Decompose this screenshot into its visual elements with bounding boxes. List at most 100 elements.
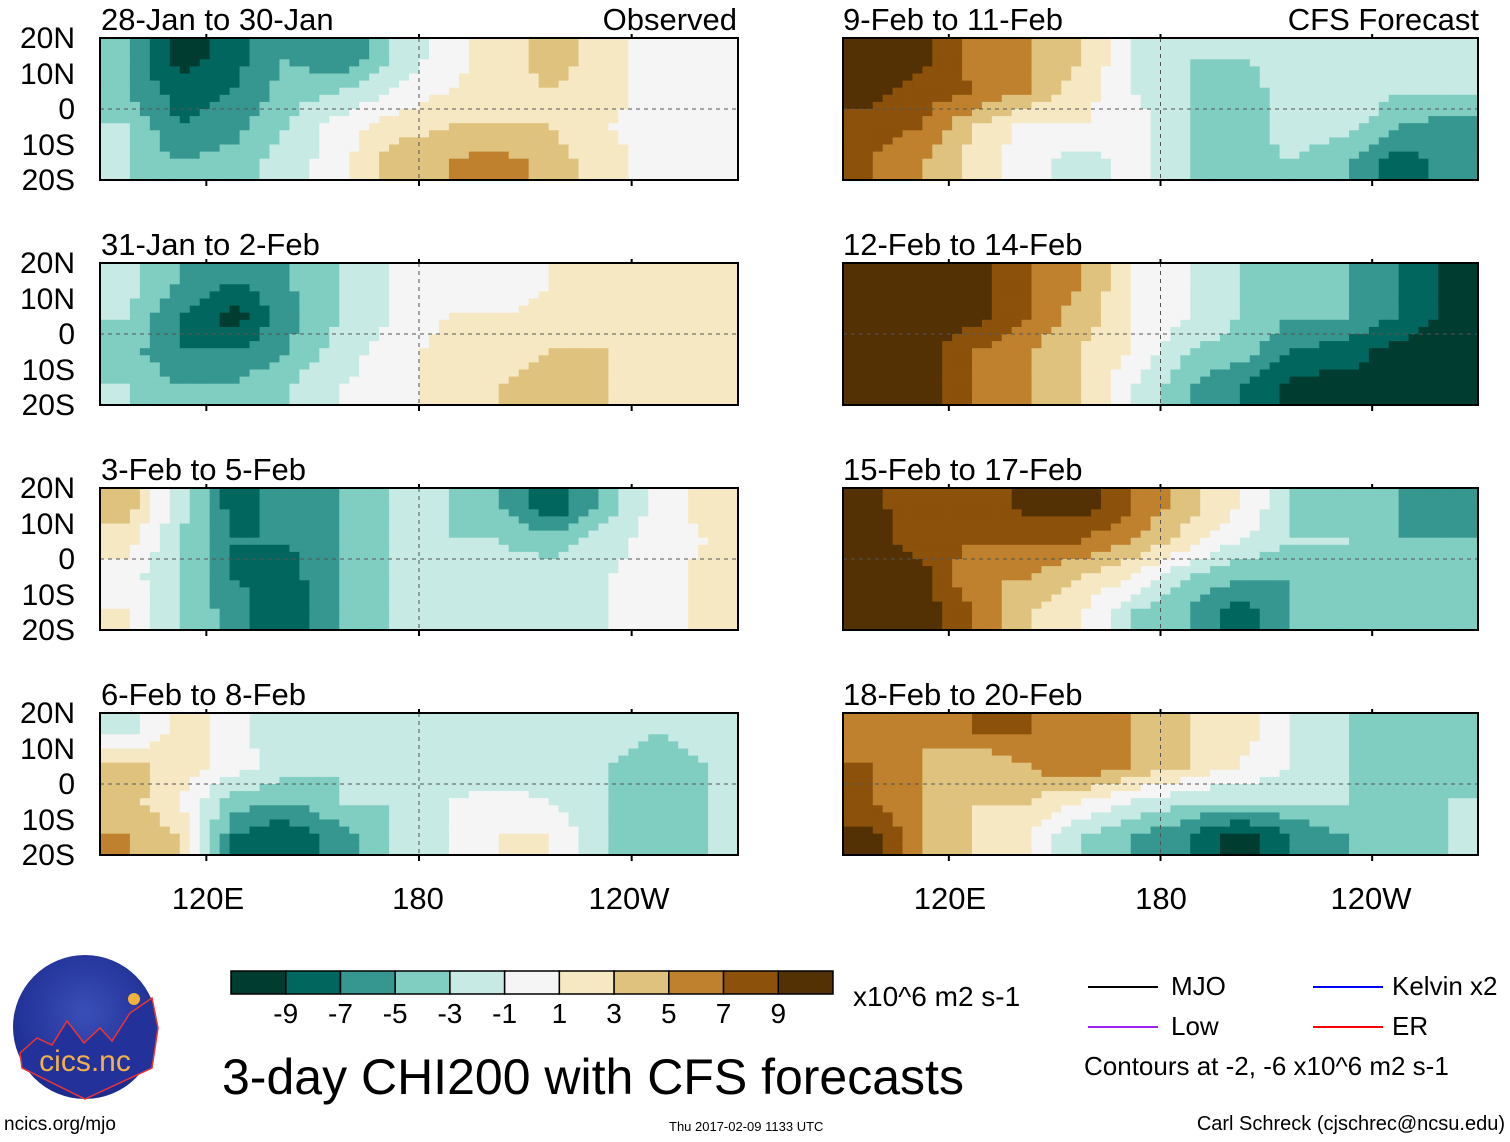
heatmap-cell [129, 52, 141, 60]
heatmap-cell [209, 495, 221, 503]
heatmap-cell [259, 80, 271, 89]
heatmap-cell [239, 172, 251, 181]
heatmap-cell [309, 390, 320, 399]
heatmap-cell [528, 805, 540, 813]
heatmap-cell [169, 580, 181, 588]
heatmap-cell [728, 284, 739, 292]
heatmap-cell [199, 727, 211, 735]
heatmap-cell [289, 741, 300, 750]
heatmap-cell [608, 123, 619, 131]
heatmap-cell [698, 73, 709, 82]
heatmap-cell [558, 369, 570, 378]
heatmap-cell [698, 587, 709, 596]
heatmap-cell [558, 87, 570, 96]
heatmap-cell [239, 369, 251, 378]
heatmap-cell [548, 826, 560, 835]
heatmap-cell [279, 769, 291, 778]
heatmap-cell [468, 741, 480, 750]
heatmap-cell [319, 741, 330, 750]
heatmap-cell [688, 502, 699, 510]
heatmap-cell [638, 109, 649, 117]
heatmap-cell [698, 559, 709, 567]
heatmap-cell [189, 805, 201, 813]
heatmap-cell [448, 144, 460, 153]
heatmap-cell [728, 123, 739, 131]
heatmap-cell [349, 776, 360, 785]
heatmap-cell [239, 38, 251, 46]
heatmap-cell [189, 362, 201, 371]
heatmap-cell [399, 284, 410, 292]
heatmap-cell [458, 537, 470, 546]
heatmap-cell [518, 559, 530, 567]
heatmap-cell [498, 734, 510, 742]
heatmap-cell [229, 594, 241, 603]
heatmap-cell [419, 123, 430, 131]
heatmap-cell [708, 298, 719, 307]
heatmap-cell [379, 270, 390, 278]
heatmap-cell [319, 101, 330, 110]
heatmap-cell [438, 713, 450, 721]
heatmap-cell [658, 52, 669, 60]
heatmap-cell [279, 601, 291, 610]
heatmap-cell [239, 762, 251, 771]
heatmap-cell [688, 116, 699, 124]
heatmap-cell [578, 305, 590, 314]
heatmap-cell [299, 748, 310, 757]
heatmap-cell [359, 833, 370, 842]
heatmap-cell [359, 376, 370, 385]
heatmap-cell [478, 573, 490, 581]
heatmap-cell [608, 291, 619, 300]
heatmap-cell [359, 326, 370, 335]
heatmap-cell [339, 369, 350, 378]
heatmap-cell [578, 734, 590, 742]
heatmap-cell [528, 263, 540, 271]
heatmap-cell [299, 362, 310, 371]
heatmap-cell [100, 38, 111, 46]
heatmap-cell [329, 495, 340, 503]
heatmap-cell [618, 101, 629, 110]
heatmap-cell [100, 755, 111, 764]
heatmap-cell [728, 38, 739, 46]
heatmap-cell [309, 734, 320, 742]
heatmap-cell [369, 298, 380, 307]
heatmap-cell [548, 776, 560, 785]
heatmap-cell [149, 52, 161, 60]
heatmap-cell [199, 784, 211, 792]
heatmap-cell [618, 791, 629, 799]
heatmap-cell [598, 615, 610, 624]
heatmap-cell [289, 341, 300, 349]
heatmap-cell [698, 826, 709, 835]
heatmap-cell [658, 319, 669, 328]
heatmap-cell [498, 144, 510, 153]
heatmap-cell [229, 397, 241, 406]
heatmap-cell [528, 509, 540, 517]
heatmap-cell [668, 144, 679, 153]
heatmap-cell [678, 284, 689, 292]
heatmap-cell [498, 791, 510, 799]
heatmap-cell [249, 812, 261, 821]
heatmap-cell [718, 109, 729, 117]
heatmap-cell [149, 319, 161, 328]
heatmap-cell [139, 172, 151, 181]
heatmap-cell [219, 833, 231, 842]
heatmap-cell [229, 791, 241, 799]
heatmap-cell [119, 537, 131, 546]
heatmap-cell [618, 566, 629, 574]
heatmap-cell [279, 59, 291, 67]
heatmap-cell [399, 326, 410, 335]
heatmap-cell [658, 762, 669, 771]
heatmap-cell [468, 791, 480, 799]
heatmap-cell [608, 298, 619, 307]
heatmap-cell [548, 355, 560, 363]
heatmap-cell [219, 537, 231, 546]
heatmap-cell [369, 720, 380, 728]
heatmap-cell [568, 45, 580, 53]
heatmap-cell [678, 116, 689, 124]
heatmap-cell [399, 144, 410, 153]
heatmap-cell [648, 144, 659, 153]
heatmap-cell [458, 59, 470, 67]
heatmap-cell [119, 509, 131, 517]
heatmap-cell [199, 73, 211, 82]
heatmap-cell [299, 573, 310, 581]
heatmap-cell [578, 87, 590, 96]
